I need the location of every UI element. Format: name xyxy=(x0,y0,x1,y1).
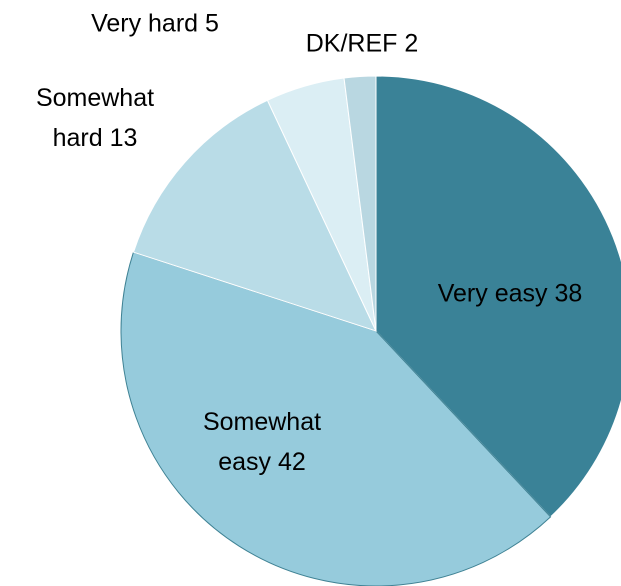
pie-slice xyxy=(120,251,552,586)
pie-slice xyxy=(132,99,377,332)
slice-label: Very easy 38 xyxy=(438,280,583,308)
slice-label: Somewhat hard 13 xyxy=(36,84,154,152)
pie-slice xyxy=(343,75,377,332)
slice-label: Very hard 5 xyxy=(91,10,219,38)
slice-label: DK/REF 2 xyxy=(306,30,419,58)
pie-slice xyxy=(375,75,621,518)
slice-label: Somewhat easy 42 xyxy=(203,408,321,476)
